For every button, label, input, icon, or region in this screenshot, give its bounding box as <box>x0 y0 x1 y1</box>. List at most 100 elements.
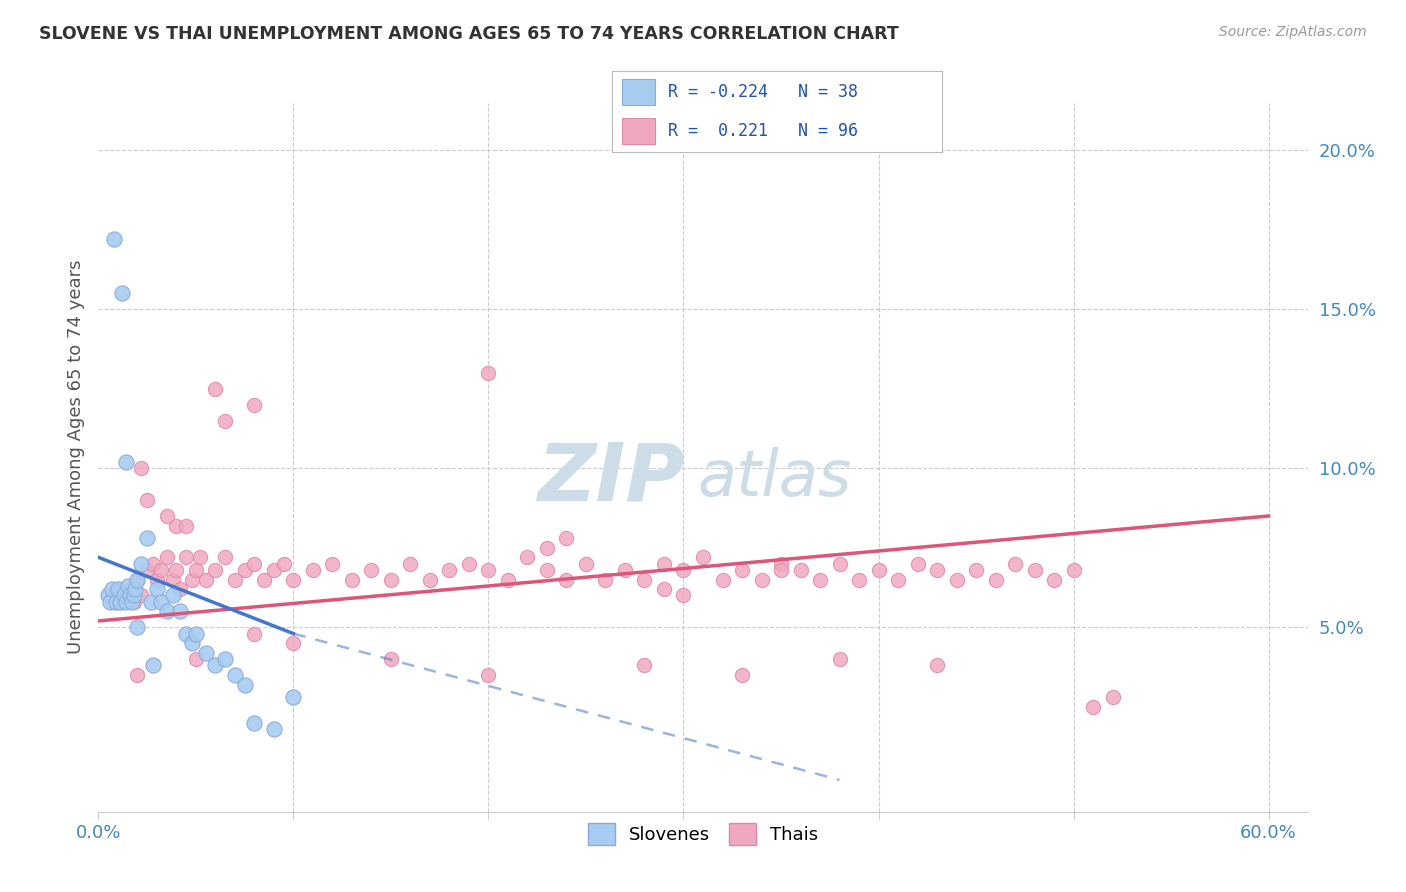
Point <box>184 652 207 666</box>
Point <box>194 573 217 587</box>
Point <box>321 557 343 571</box>
Point <box>633 573 655 587</box>
Text: SLOVENE VS THAI UNEMPLOYMENT AMONG AGES 65 TO 74 YEARS CORRELATION CHART: SLOVENE VS THAI UNEMPLOYMENT AMONG AGES … <box>39 25 898 43</box>
Point <box>127 573 149 587</box>
Point <box>122 589 145 603</box>
Text: atlas: atlas <box>697 448 851 509</box>
Point <box>103 232 125 246</box>
Point <box>984 573 1007 587</box>
Point <box>224 668 246 682</box>
Point <box>769 557 792 571</box>
Point <box>283 636 305 650</box>
Point <box>181 636 204 650</box>
Y-axis label: Unemployment Among Ages 65 to 74 years: Unemployment Among Ages 65 to 74 years <box>66 260 84 655</box>
Point <box>136 563 159 577</box>
Point <box>652 582 675 596</box>
Point <box>614 563 637 577</box>
Point <box>127 573 149 587</box>
Point <box>174 518 197 533</box>
Point <box>907 557 929 571</box>
Point <box>253 573 276 587</box>
Point <box>965 563 987 577</box>
Point <box>1024 563 1046 577</box>
Point <box>672 563 695 577</box>
Point <box>124 582 146 596</box>
Point <box>380 573 402 587</box>
Point <box>243 398 266 412</box>
Point <box>496 573 519 587</box>
Point <box>118 582 141 596</box>
Point <box>111 286 134 301</box>
Point <box>107 582 129 596</box>
Point <box>149 563 172 577</box>
Point <box>439 563 461 577</box>
Point <box>204 563 226 577</box>
Point <box>108 595 131 609</box>
Point <box>243 626 266 640</box>
Point <box>233 677 256 691</box>
Point <box>114 595 136 609</box>
Point <box>121 595 143 609</box>
Point <box>131 461 153 475</box>
Point <box>233 563 256 577</box>
Point <box>925 563 948 577</box>
Point <box>477 366 499 380</box>
Point <box>162 589 184 603</box>
Point <box>536 563 558 577</box>
Point <box>458 557 481 571</box>
Point <box>672 589 695 603</box>
Point <box>104 595 127 609</box>
Point <box>711 573 734 587</box>
Text: R = -0.224   N = 38: R = -0.224 N = 38 <box>668 83 858 101</box>
Point <box>769 563 792 577</box>
Point <box>887 573 910 587</box>
Point <box>127 668 149 682</box>
Point <box>828 557 851 571</box>
Point <box>731 563 754 577</box>
Point <box>477 668 499 682</box>
Point <box>142 658 165 673</box>
Point <box>165 518 187 533</box>
Point <box>165 563 187 577</box>
Point <box>516 550 538 565</box>
Point <box>1043 573 1066 587</box>
Point <box>117 579 139 593</box>
Text: Source: ZipAtlas.com: Source: ZipAtlas.com <box>1219 25 1367 39</box>
Point <box>214 652 236 666</box>
Point <box>136 531 159 545</box>
Point <box>149 595 172 609</box>
Point <box>111 595 134 609</box>
Legend: Slovenes, Thais: Slovenes, Thais <box>581 816 825 853</box>
Point <box>146 582 169 596</box>
Point <box>340 573 363 587</box>
Point <box>283 573 305 587</box>
Point <box>360 563 382 577</box>
Point <box>595 573 617 587</box>
Point <box>184 563 207 577</box>
Point <box>131 589 153 603</box>
Point <box>652 557 675 571</box>
Point <box>731 668 754 682</box>
Point <box>146 573 169 587</box>
Point <box>263 563 285 577</box>
Point <box>174 626 197 640</box>
Point <box>127 620 149 634</box>
Point <box>142 557 165 571</box>
Point <box>214 550 236 565</box>
Point <box>194 646 217 660</box>
FancyBboxPatch shape <box>621 118 655 144</box>
Point <box>283 690 305 705</box>
Point <box>156 604 179 618</box>
Point <box>477 563 499 577</box>
Point <box>380 652 402 666</box>
Point <box>114 589 136 603</box>
Point <box>156 508 179 523</box>
Point <box>101 582 124 596</box>
Point <box>828 652 851 666</box>
Point <box>131 557 153 571</box>
Point <box>808 573 831 587</box>
Point <box>224 573 246 587</box>
Point <box>184 626 207 640</box>
Point <box>1081 699 1104 714</box>
Point <box>848 573 870 587</box>
